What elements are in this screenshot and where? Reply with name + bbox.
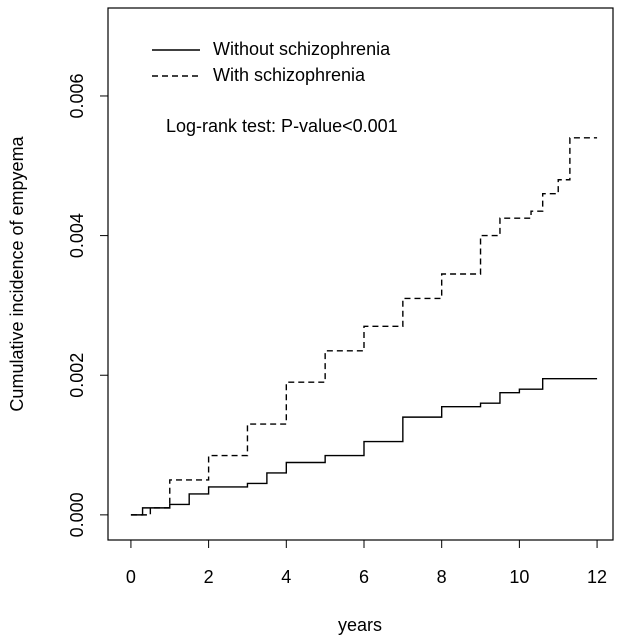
legend-label: With schizophrenia: [213, 65, 366, 85]
step-line: [130, 137, 598, 516]
y-tick-label: 0.004: [67, 213, 87, 258]
y-tick-label: 0.006: [67, 73, 87, 118]
x-tick-label: 8: [437, 567, 447, 587]
x-tick-label: 6: [359, 567, 369, 587]
y-tick-label: 0.000: [67, 492, 87, 537]
annotation: Log-rank test: P-value<0.001: [166, 116, 398, 136]
x-tick-label: 2: [204, 567, 214, 587]
step-line: [130, 378, 598, 516]
y-tick-label: 0.002: [67, 353, 87, 398]
x-tick-label: 4: [281, 567, 291, 587]
y-axis-label: Cumulative incidence of empyema: [7, 135, 27, 411]
x-tick-label: 10: [509, 567, 529, 587]
x-tick-label: 12: [587, 567, 607, 587]
x-tick-label: 0: [126, 567, 136, 587]
legend-label: Without schizophrenia: [213, 39, 391, 59]
plot-frame: [107, 7, 614, 541]
x-axis-label: years: [338, 615, 382, 635]
